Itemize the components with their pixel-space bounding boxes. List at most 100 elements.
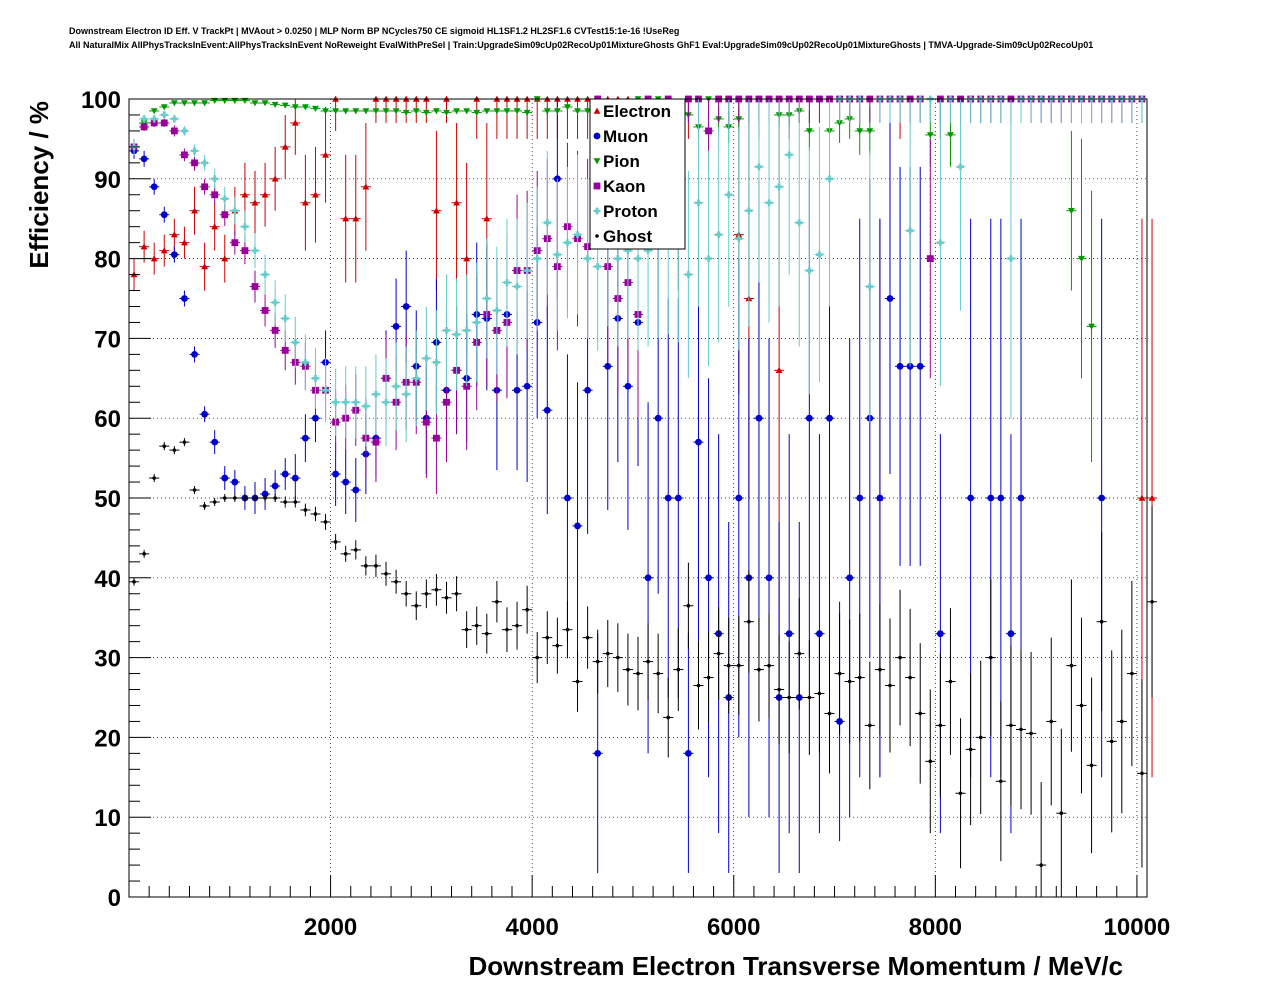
data-point xyxy=(735,235,743,243)
data-point xyxy=(807,695,812,700)
data-point xyxy=(493,307,501,314)
data-point xyxy=(715,231,723,239)
y-tick-label: 30 xyxy=(94,646,121,673)
data-point xyxy=(332,398,340,406)
data-point xyxy=(604,362,612,370)
data-point xyxy=(241,223,249,231)
data-point xyxy=(150,108,158,115)
data-point xyxy=(191,159,198,167)
data-point xyxy=(958,791,963,796)
data-point xyxy=(515,623,519,628)
data-point xyxy=(211,223,219,230)
data-point xyxy=(856,494,864,502)
data-point xyxy=(160,119,168,127)
data-point xyxy=(433,434,440,442)
data-point xyxy=(505,627,509,632)
data-point xyxy=(281,102,289,109)
legend-label: Pion xyxy=(603,152,640,171)
data-point xyxy=(938,723,943,728)
data-point xyxy=(705,574,712,582)
data-point xyxy=(404,591,408,596)
x-tick-label: 10000 xyxy=(1104,914,1171,941)
data-point xyxy=(686,603,691,608)
data-point xyxy=(626,667,630,672)
legend: Electron Muon Pion Kaon Proton Ghost xyxy=(589,98,686,250)
data-point xyxy=(291,338,299,346)
data-point xyxy=(152,476,156,480)
data-point xyxy=(221,255,229,262)
data-point xyxy=(402,390,410,398)
data-point xyxy=(181,295,188,302)
data-point xyxy=(866,283,874,290)
data-point xyxy=(312,105,319,112)
data-point xyxy=(725,191,733,199)
data-point xyxy=(251,100,259,107)
data-point xyxy=(443,327,450,334)
data-point xyxy=(674,494,682,502)
data-point xyxy=(412,374,420,382)
data-point xyxy=(716,651,721,656)
data-point xyxy=(271,175,279,182)
data-point xyxy=(332,108,340,115)
data-point xyxy=(584,255,592,262)
data-point xyxy=(222,496,227,500)
data-point xyxy=(231,207,239,215)
data-point xyxy=(616,655,620,660)
data-point xyxy=(856,128,864,135)
data-point xyxy=(797,651,802,656)
legend-marker xyxy=(595,234,599,238)
data-point xyxy=(624,247,632,255)
data-point xyxy=(654,414,662,422)
data-point xyxy=(434,587,439,592)
y-tick-label: 100 xyxy=(81,87,121,114)
data-point xyxy=(634,255,642,262)
data-point xyxy=(696,683,701,688)
data-point xyxy=(1148,494,1156,501)
data-point xyxy=(191,147,198,155)
data-point xyxy=(1049,719,1054,724)
data-point xyxy=(614,255,622,262)
data-point xyxy=(493,108,501,115)
data-point xyxy=(574,522,581,530)
data-point xyxy=(192,488,197,492)
data-point xyxy=(291,119,299,126)
legend-marker xyxy=(593,158,601,165)
legend-label: Ghost xyxy=(603,227,652,246)
data-point xyxy=(473,319,481,326)
data-point xyxy=(523,382,531,390)
data-point xyxy=(805,414,813,422)
data-point xyxy=(968,747,973,752)
data-point xyxy=(201,183,208,191)
data-point xyxy=(444,595,449,600)
x-tick-label: 4000 xyxy=(505,914,558,941)
data-point xyxy=(464,627,469,632)
data-point xyxy=(332,470,340,478)
data-point xyxy=(382,398,390,406)
data-point xyxy=(656,671,660,676)
data-point xyxy=(948,679,953,684)
data-point xyxy=(283,500,288,504)
data-point xyxy=(201,263,208,270)
data-point xyxy=(221,211,229,219)
data-point xyxy=(312,414,319,422)
data-point xyxy=(827,711,832,716)
data-point xyxy=(765,574,773,582)
data-point xyxy=(574,108,581,115)
data-point xyxy=(523,109,531,116)
data-point xyxy=(212,500,217,504)
data-point xyxy=(564,104,571,111)
data-point xyxy=(201,410,208,418)
data-point xyxy=(644,247,652,255)
data-point xyxy=(382,108,390,115)
y-tick-label: 50 xyxy=(94,486,121,513)
data-point xyxy=(999,779,1003,784)
data-point xyxy=(132,579,136,584)
data-point xyxy=(181,127,188,135)
data-point xyxy=(1069,663,1074,668)
data-point xyxy=(926,255,934,262)
data-point xyxy=(574,231,581,239)
data-point xyxy=(836,120,843,127)
data-point xyxy=(160,111,168,119)
